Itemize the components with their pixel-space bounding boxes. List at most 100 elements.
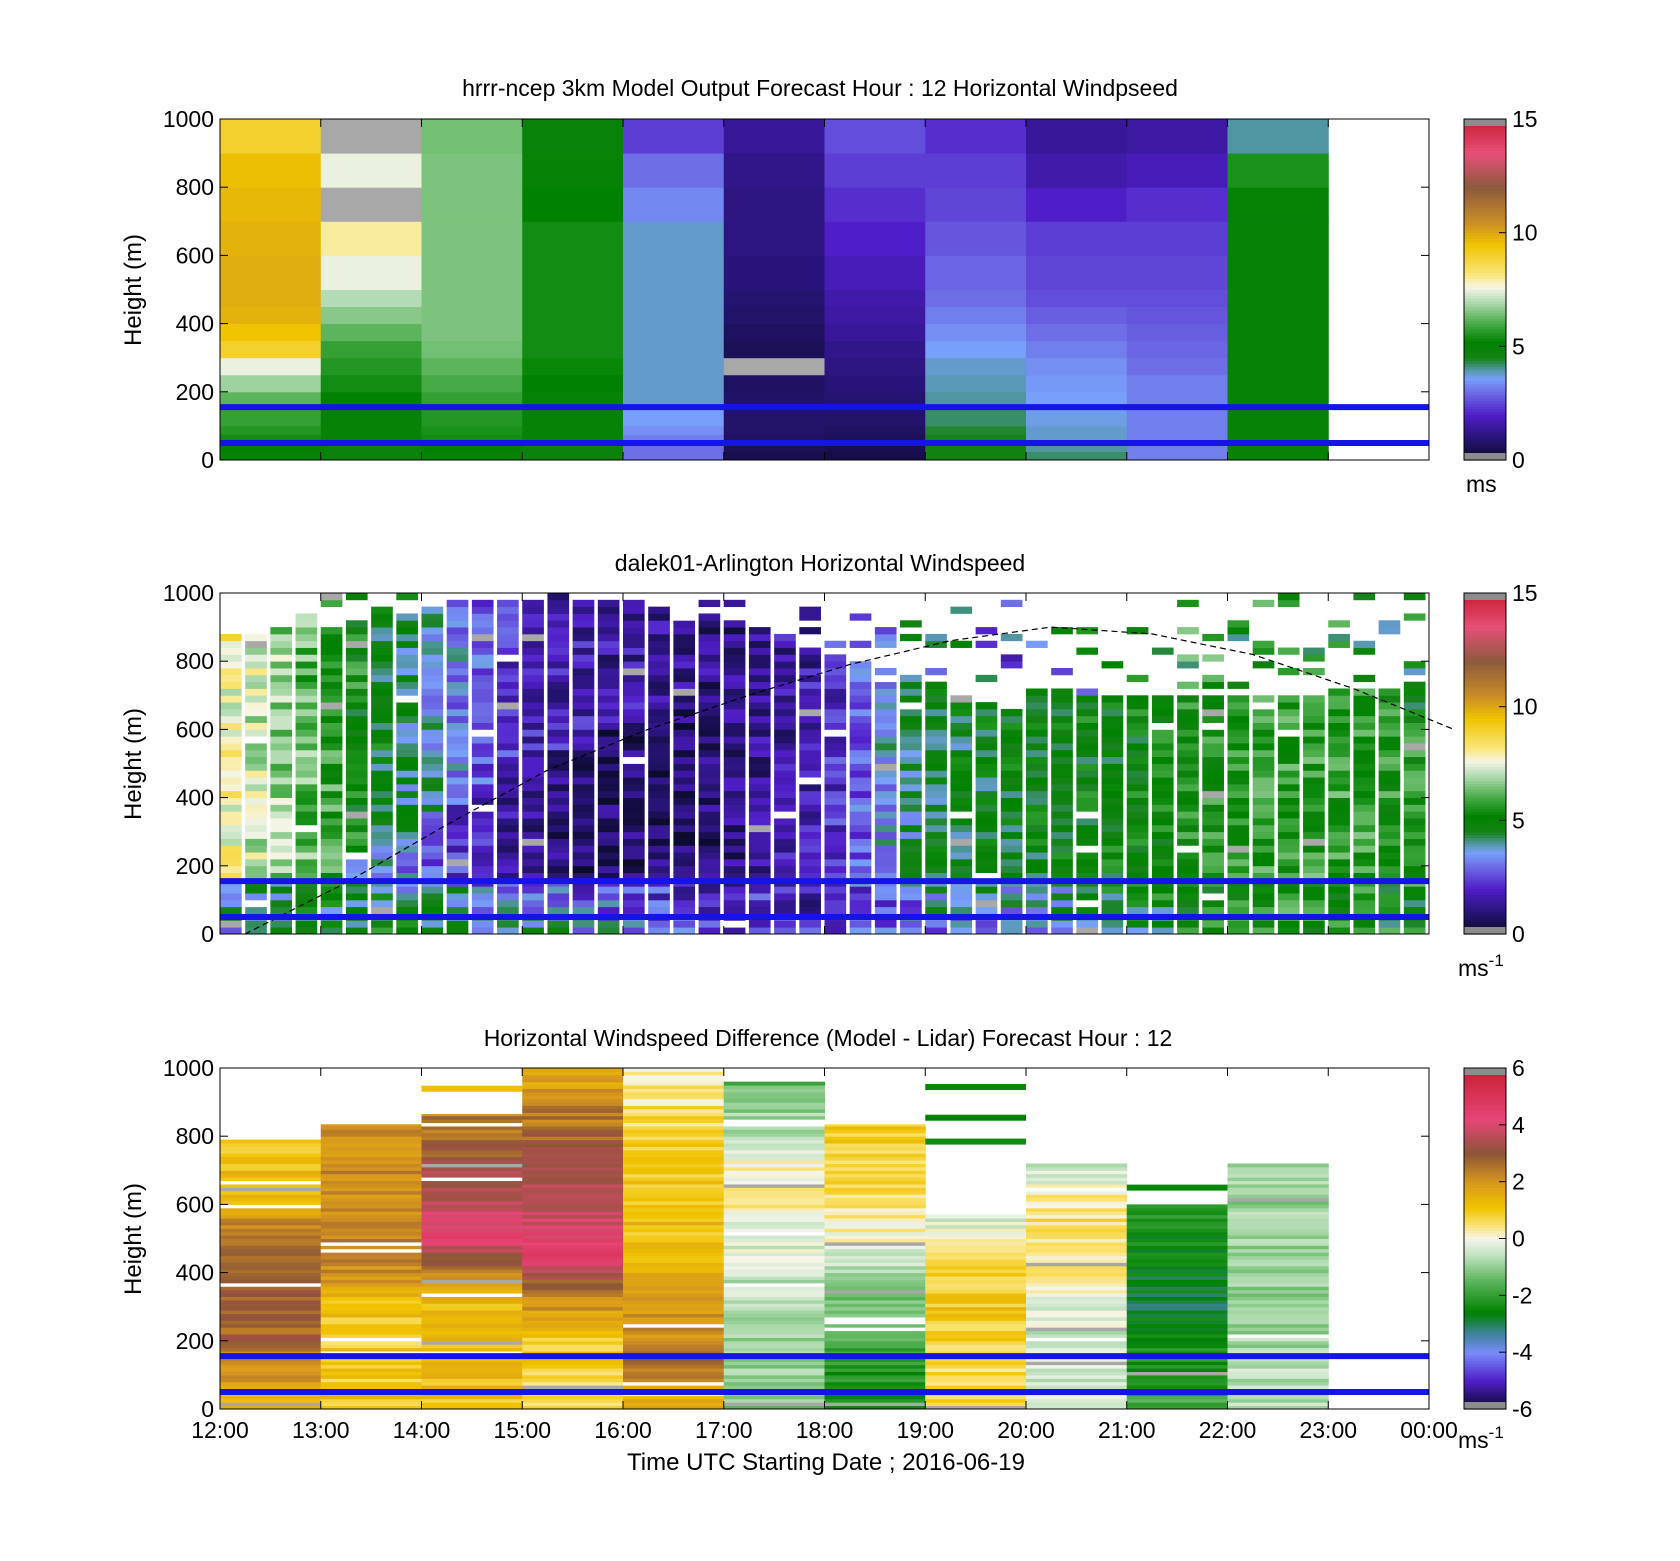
lidar-cell: [824, 640, 847, 648]
lidar-cell: [1277, 811, 1300, 819]
colorbar-swatch: [1464, 718, 1506, 722]
lidar-cell: [824, 708, 847, 717]
lidar-cell: [1403, 886, 1426, 894]
lidar-cell: [471, 606, 494, 614]
lidar-cell: [874, 899, 897, 908]
difference-cell: [824, 1190, 926, 1195]
lidar-cell: [648, 620, 670, 628]
lidar-cell: [1076, 899, 1099, 908]
colorbar-swatch: [1464, 406, 1506, 410]
lidar-cell: [698, 640, 721, 648]
lidar-cell: [522, 613, 544, 621]
lidar-cell: [900, 736, 922, 744]
difference-cell: [1126, 1398, 1228, 1403]
difference-cell: [723, 1252, 825, 1257]
model-cell: [723, 357, 825, 376]
lidar-cell: [1026, 906, 1048, 914]
lidar-cell: [1378, 899, 1401, 908]
difference-cell: [1126, 1269, 1228, 1274]
lidar-cell: [572, 688, 595, 696]
colorbar-swatch: [1464, 420, 1506, 424]
model-cell: [220, 374, 322, 393]
lidar-cell: [547, 865, 570, 874]
lidar-cell: [572, 818, 595, 826]
colorbar-swatch: [1464, 1133, 1506, 1137]
lidar-cell: [849, 736, 872, 744]
lidar-cell: [295, 872, 318, 880]
lidar-cell: [774, 783, 796, 792]
lidar-cell: [900, 777, 922, 785]
difference-cell: [723, 1405, 825, 1410]
lidar-cell: [849, 886, 872, 894]
difference-cell: [723, 1136, 825, 1141]
lidar-cell: [723, 681, 746, 689]
lidar-cell: [748, 804, 771, 812]
difference-cell: [824, 1320, 926, 1325]
model-cell: [522, 357, 624, 376]
lidar-cell: [572, 838, 595, 846]
lidar-cell: [874, 893, 897, 901]
lidar-cell: [245, 749, 267, 758]
lidar-cell: [345, 633, 368, 642]
difference-cell: [1026, 1163, 1128, 1168]
difference-cell: [220, 1224, 322, 1229]
difference-cell: [723, 1279, 825, 1284]
difference-cell: [723, 1344, 825, 1349]
difference-cell: [421, 1163, 523, 1168]
model-cell: [925, 434, 1027, 444]
lidar-cell: [1303, 770, 1325, 778]
colorbar-swatch: [1464, 675, 1506, 679]
lidar-cell: [1151, 831, 1174, 839]
lidar-cell: [1252, 886, 1275, 894]
colorbar-swatch: [1464, 715, 1506, 719]
model-cell: [522, 153, 624, 188]
x-axis-label: Time UTC Starting Date ; 2016-06-19: [627, 1449, 1025, 1476]
lidar-cell: [572, 906, 595, 914]
lidar-cell: [597, 599, 620, 608]
lidar-cell: [874, 688, 897, 696]
difference-cell: [320, 1248, 422, 1253]
lidar-cell: [1101, 770, 1124, 778]
lidar-cell: [975, 818, 998, 826]
lidar-cell: [421, 906, 444, 914]
lidar-cell: [900, 906, 922, 914]
difference-cell: [421, 1306, 523, 1311]
lidar-cell: [1303, 743, 1325, 751]
lidar-cell: [1378, 920, 1401, 928]
lidar-cell: [748, 736, 771, 744]
lidar-cell: [497, 743, 519, 751]
lidar-cell: [648, 681, 670, 689]
lidar-cell: [245, 668, 267, 676]
lidar-cell: [497, 899, 519, 908]
lidar-cell: [648, 824, 670, 833]
colorbar-swatch: [1464, 803, 1506, 807]
lidar-cell: [1026, 811, 1048, 819]
lidar-cell: [471, 633, 494, 642]
colorbar-overflow-swatch: [1464, 119, 1506, 126]
lidar-cell: [421, 736, 444, 744]
lidar-cell: [471, 620, 494, 628]
lidar-cell: [295, 647, 318, 655]
colorbar-swatch: [1464, 1306, 1506, 1311]
lidar-cell: [320, 899, 343, 908]
lidar-cell: [1202, 838, 1224, 846]
x-tick-label: 23:00: [1299, 1417, 1357, 1443]
lidar-cell: [245, 756, 267, 764]
lidar-cell: [748, 654, 771, 662]
difference-cell: [1126, 1313, 1228, 1318]
difference-cell: [320, 1327, 422, 1332]
lidar-cell: [900, 831, 922, 839]
difference-cell: [925, 1371, 1027, 1376]
lidar-cell: [1051, 743, 1073, 751]
lidar-cell: [421, 777, 444, 785]
lidar-cell: [597, 715, 620, 723]
lidar-cell: [774, 756, 796, 764]
lidar-cell: [396, 831, 418, 839]
lidar-cell: [748, 927, 771, 935]
lidar-cell: [446, 763, 469, 771]
colorbar-swatch: [1464, 888, 1506, 892]
lidar-cell: [950, 777, 973, 785]
lidar-cell: [446, 756, 469, 764]
colorbar-unit-exponent: -1: [1489, 1423, 1504, 1442]
difference-cell: [925, 1282, 1027, 1287]
